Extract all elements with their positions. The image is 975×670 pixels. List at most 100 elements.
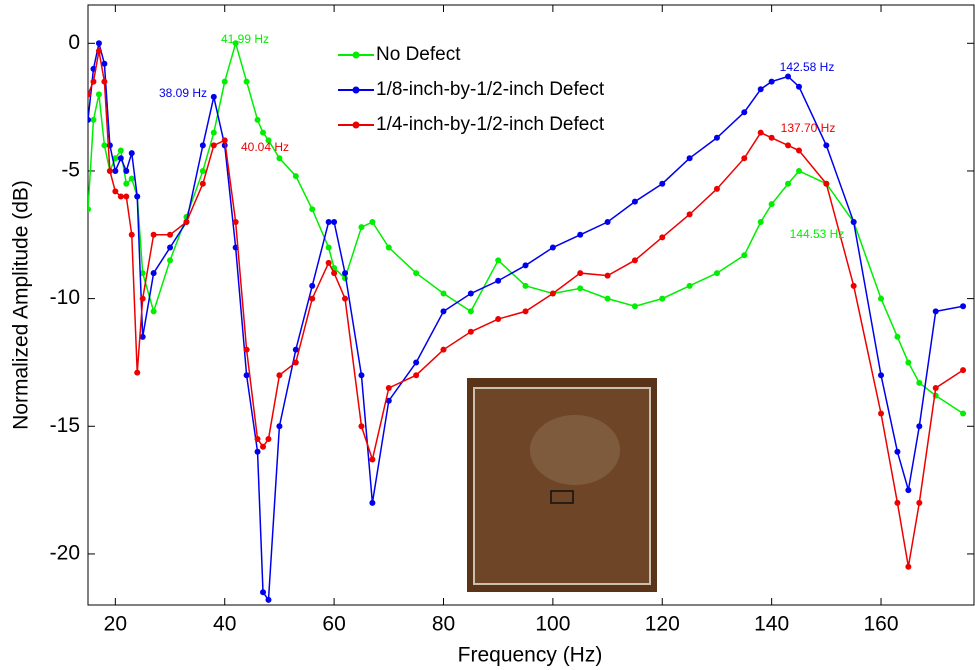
series-point	[413, 359, 420, 366]
series-point	[325, 259, 332, 266]
legend-marker	[352, 86, 360, 94]
annotation: 41.99 Hz	[221, 32, 269, 46]
series-point	[577, 231, 584, 238]
series-point	[604, 219, 611, 226]
series-point	[440, 308, 447, 315]
series-point	[878, 372, 885, 379]
legend-label: 1/4-inch-by-1/2-inch Defect	[376, 114, 605, 135]
series-point	[795, 83, 802, 90]
series-point	[932, 308, 939, 315]
series-point	[95, 40, 102, 47]
series-point	[757, 129, 764, 136]
series-point	[260, 129, 267, 136]
series-point	[221, 78, 228, 85]
series-point	[960, 410, 967, 417]
series-point	[905, 487, 912, 494]
x-tick-label: 160	[864, 613, 899, 636]
series-point	[183, 219, 190, 226]
series-point	[210, 129, 217, 136]
series-point	[785, 142, 792, 149]
series-point	[894, 448, 901, 455]
series-point	[604, 272, 611, 279]
series-point	[276, 155, 283, 162]
series-point	[894, 499, 901, 506]
series-point	[686, 155, 693, 162]
series-point	[123, 193, 130, 200]
x-tick-label: 60	[322, 613, 345, 636]
series-point	[659, 234, 666, 241]
series-point	[358, 372, 365, 379]
series-point	[309, 295, 316, 302]
series-point	[369, 456, 376, 463]
x-tick-label: 100	[535, 613, 570, 636]
series-point	[467, 328, 474, 335]
series-point	[440, 346, 447, 353]
series-point	[101, 60, 108, 67]
series-point	[150, 270, 157, 277]
series-point	[549, 244, 556, 251]
series-point	[385, 384, 392, 391]
series-point	[90, 78, 97, 85]
y-axis-title: Normalized Amplitude (dB)	[10, 180, 33, 430]
series-point	[292, 173, 299, 180]
series-point	[768, 78, 775, 85]
series-point	[785, 180, 792, 187]
series-point	[88, 116, 91, 123]
series-point	[905, 359, 912, 366]
series-point	[331, 219, 338, 226]
series-point	[916, 423, 923, 430]
series-point	[139, 270, 146, 277]
series-point	[88, 91, 91, 98]
series-point	[878, 410, 885, 417]
y-tick-label: 0	[68, 31, 80, 54]
series-point	[495, 316, 502, 323]
series-point	[199, 167, 206, 174]
series-point	[960, 367, 967, 374]
series-point	[254, 116, 261, 123]
series-point	[309, 282, 316, 289]
series-point	[686, 282, 693, 289]
series-point	[150, 231, 157, 238]
series-point	[117, 193, 124, 200]
series-point	[741, 252, 748, 259]
series-point	[604, 295, 611, 302]
series-point	[150, 308, 157, 315]
inset-photo	[467, 378, 657, 592]
series-point	[713, 270, 720, 277]
series-point	[768, 134, 775, 141]
series-point	[139, 295, 146, 302]
series-point	[741, 155, 748, 162]
series-point	[413, 372, 420, 379]
glare	[530, 415, 620, 485]
series-point	[495, 277, 502, 284]
series-point	[292, 346, 299, 353]
series-point	[243, 372, 250, 379]
series-point	[276, 423, 283, 430]
series-point	[342, 270, 349, 277]
series-point	[757, 86, 764, 93]
annotation: 40.04 Hz	[241, 140, 289, 154]
series-point	[112, 167, 119, 174]
series-point	[221, 137, 228, 144]
series-point	[325, 219, 332, 226]
annotation: 144.53 Hz	[790, 227, 845, 241]
series-point	[128, 175, 135, 182]
series-point	[932, 384, 939, 391]
y-tick-label: -15	[50, 414, 80, 437]
series-point	[413, 270, 420, 277]
series-point	[123, 167, 130, 174]
series-point	[167, 231, 174, 238]
series-point	[522, 282, 529, 289]
series-point	[686, 211, 693, 218]
series-point	[960, 303, 967, 310]
series-point	[134, 369, 141, 376]
series-point	[850, 282, 857, 289]
annotation: 137.70 Hz	[781, 121, 836, 135]
series-point	[90, 116, 97, 123]
series-point	[106, 167, 113, 174]
series-point	[659, 295, 666, 302]
series-point	[265, 436, 272, 443]
series-point	[331, 270, 338, 277]
series-point	[117, 147, 124, 154]
series-point	[713, 185, 720, 192]
